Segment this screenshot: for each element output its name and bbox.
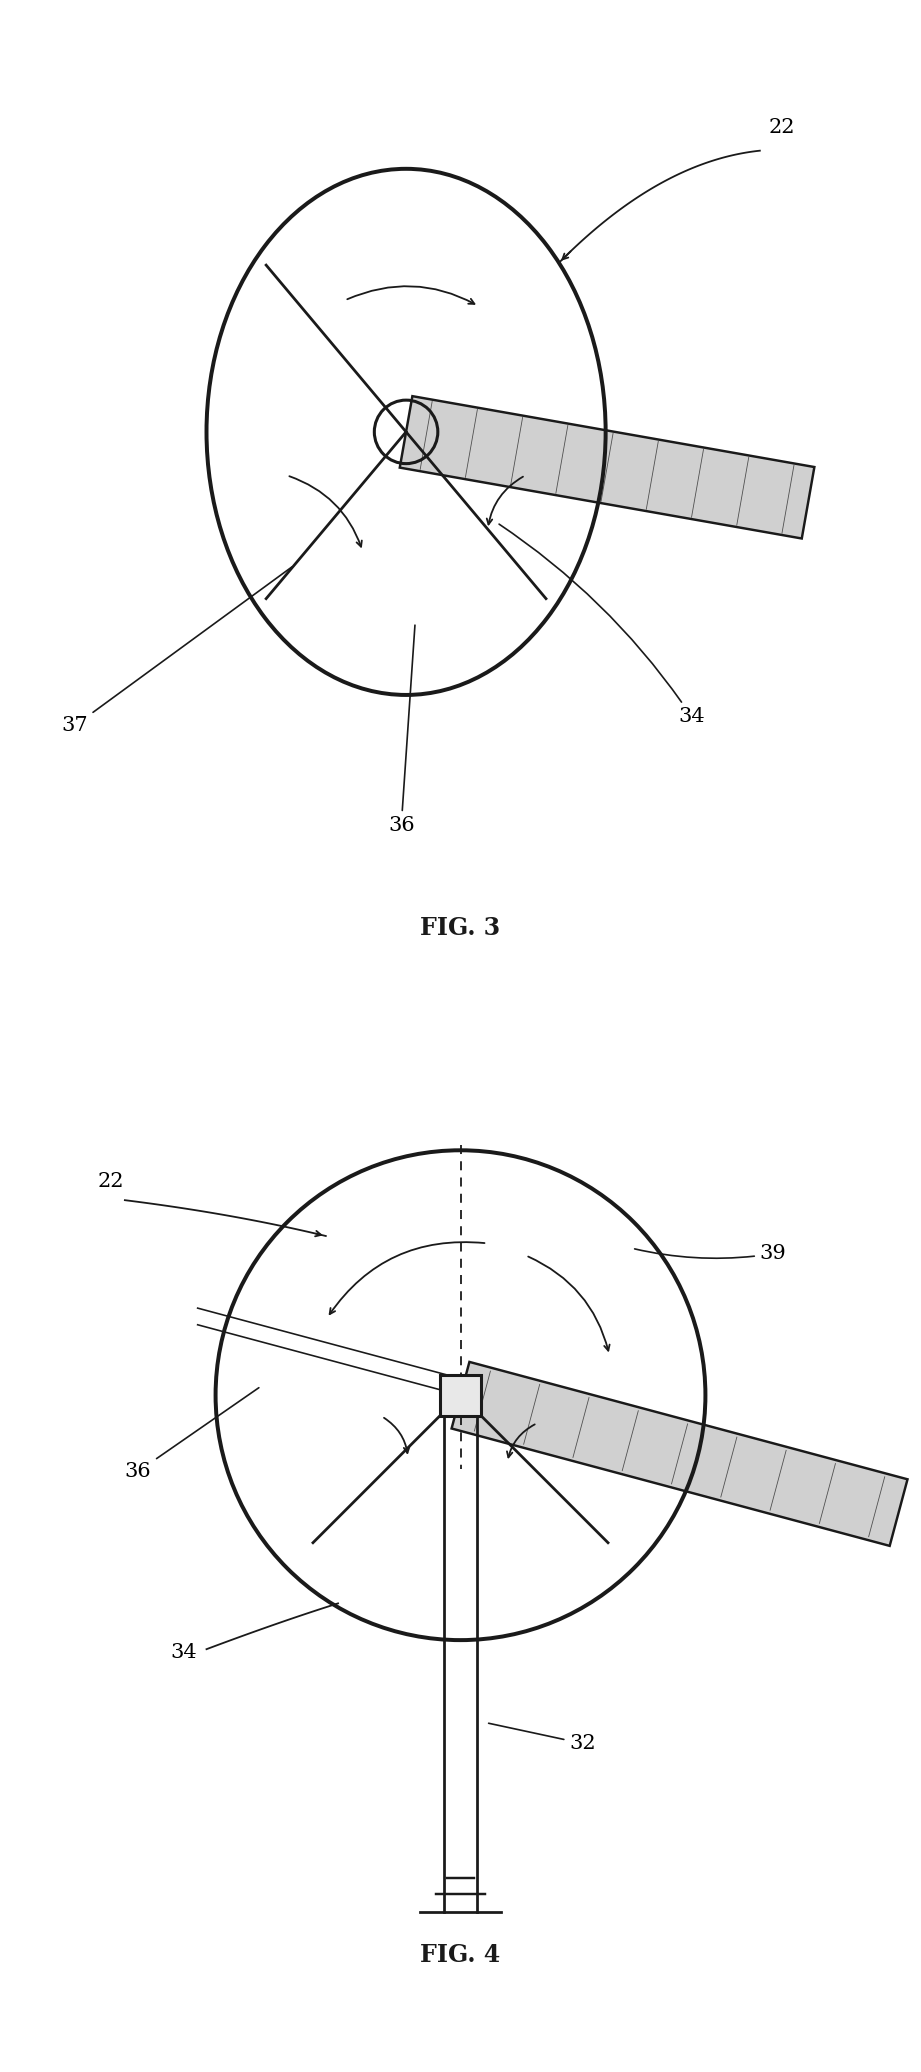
Polygon shape	[451, 1361, 907, 1546]
Text: 36: 36	[125, 1388, 259, 1481]
Text: 22: 22	[98, 1171, 124, 1191]
Text: 32: 32	[489, 1724, 596, 1753]
Polygon shape	[400, 396, 814, 539]
Text: 36: 36	[388, 626, 415, 835]
Text: 34: 34	[170, 1643, 197, 1662]
Bar	[440, 1376, 481, 1415]
Text: 22: 22	[769, 118, 796, 137]
Text: FIG. 4: FIG. 4	[420, 1944, 501, 1966]
Text: FIG. 3: FIG. 3	[421, 916, 500, 941]
Text: 39: 39	[635, 1243, 787, 1264]
Text: 37: 37	[62, 568, 292, 736]
Text: 34: 34	[499, 524, 705, 725]
